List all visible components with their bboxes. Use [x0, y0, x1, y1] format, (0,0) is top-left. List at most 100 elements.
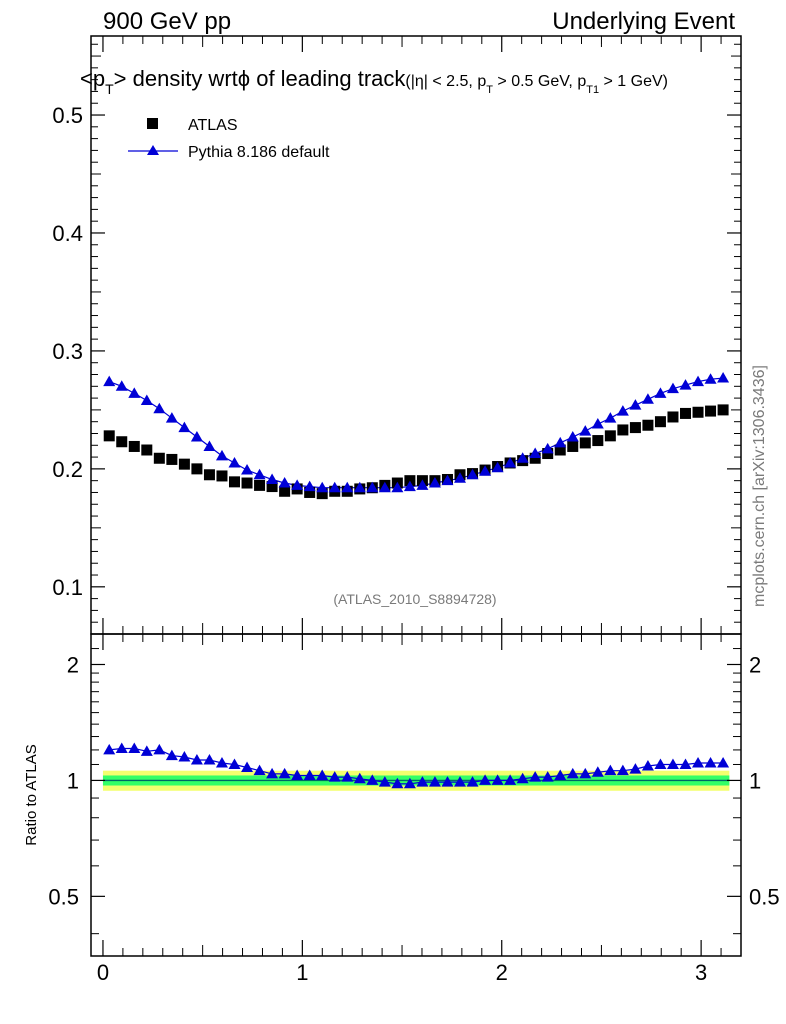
atlas-point	[191, 463, 203, 475]
title-sub: T	[105, 81, 114, 97]
ratio-pythia-point	[341, 771, 354, 782]
atlas-point	[203, 469, 215, 481]
ratio-pythia-point	[579, 767, 592, 779]
ratio-pythia-point	[491, 774, 504, 785]
ratio-pythia-point	[604, 764, 617, 776]
ratio-ytick-label-left: 0.5	[48, 884, 79, 909]
ratio-pythia-point	[566, 767, 579, 779]
atlas-point	[617, 424, 629, 436]
pythia-point	[666, 382, 679, 394]
ratio-pythia-point	[278, 767, 291, 779]
pythia-point	[629, 399, 642, 410]
pythia-point	[579, 425, 592, 436]
pythia-point	[140, 394, 153, 405]
ratio-pythia-point	[303, 769, 316, 780]
main-x-ticks	[102, 36, 722, 634]
title-phi: ϕ	[238, 66, 250, 91]
ratio-pythia-point	[153, 743, 166, 755]
ratio-panel: 0.5 0.5 1 1 2 2 0 1 2 3	[48, 633, 780, 985]
atlas-point	[629, 422, 641, 434]
pythia-point	[128, 387, 141, 398]
pythia-point	[215, 449, 228, 461]
pythia-point	[178, 421, 191, 433]
title-post: > density wrt	[114, 66, 238, 91]
ratio-pythia-point	[403, 777, 416, 789]
pythia-point	[391, 481, 404, 493]
chart-title: <pT> density wrtϕ of leading track(|η| <…	[80, 66, 668, 97]
atlas-point	[141, 444, 153, 456]
atlas-point	[241, 477, 253, 489]
pythia-point	[103, 375, 116, 387]
ratio-pythia-point	[291, 769, 304, 780]
pythia-point	[591, 418, 604, 429]
pythia-point	[253, 468, 266, 480]
title-cuts-sub1: T	[486, 84, 493, 96]
xtick-label: 0	[97, 960, 109, 985]
ratio-pythia-point	[654, 758, 667, 769]
header-right: Underlying Event	[552, 8, 735, 35]
ratio-pythia-point	[466, 776, 479, 787]
legend-pythia-marker	[147, 145, 159, 155]
ratio-pythia-point	[679, 758, 692, 769]
atlas-point	[705, 405, 717, 417]
xtick-label: 2	[496, 960, 508, 985]
pythia-point	[704, 373, 717, 384]
pythia-point	[604, 412, 617, 423]
pythia-point	[616, 405, 629, 416]
title-cuts-a: (|η| < 2.5, p	[405, 73, 486, 90]
pythia-point	[241, 464, 254, 475]
pythia-point	[353, 481, 366, 493]
ratio-y-axis: 0.5 0.5 1 1 2 2	[48, 648, 780, 935]
pythia-point	[504, 456, 517, 468]
ratio-ytick-label-right: 1	[749, 768, 761, 793]
atlas-point	[153, 452, 165, 464]
ratio-pythia-point	[253, 764, 266, 776]
ratio-pythia-point	[704, 756, 717, 768]
pythia-point	[454, 472, 467, 483]
ratio-pythia-point	[266, 767, 279, 779]
ratio-pythia-point	[128, 742, 141, 754]
ratio-pythia-point	[366, 774, 379, 785]
atlas-point	[642, 419, 654, 431]
ratio-pythia-point	[115, 742, 128, 754]
ratio-pythia-point	[140, 745, 153, 756]
pythia-point	[679, 379, 692, 390]
ratio-pythia-point	[479, 774, 492, 785]
main-y-axis: 0.1 0.2 0.3 0.4 0.5	[52, 43, 741, 623]
header-left: 900 GeV pp	[103, 8, 231, 35]
title-cuts-c: > 1 GeV)	[599, 73, 668, 90]
pythia-point	[654, 387, 667, 398]
pythia-point	[291, 479, 304, 490]
main-ytick-label: 0.2	[52, 457, 83, 482]
pythia-point	[641, 393, 654, 404]
ratio-pythia-point	[441, 776, 454, 787]
title-tail: of leading track	[250, 66, 406, 91]
ratio-pythia-point	[328, 771, 341, 782]
ratio-pythia-point	[516, 772, 529, 784]
pythia-point	[203, 440, 216, 451]
atlas-point	[116, 436, 128, 448]
ratio-ytick-label-right: 2	[749, 652, 761, 677]
ratio-pythia-point	[378, 776, 391, 787]
legend: ATLAS Pythia 8.186 default	[128, 117, 330, 161]
ratio-x-axis: 0 1 2 3	[97, 634, 722, 985]
atlas-point	[266, 481, 278, 493]
atlas-point	[604, 430, 616, 442]
atlas-point	[103, 430, 115, 442]
main-ytick-label: 0.3	[52, 339, 83, 364]
pythia-point	[479, 465, 492, 476]
pythia-point	[153, 402, 166, 414]
ratio-pythia-point	[353, 772, 366, 784]
title-cuts-b: > 0.5 GeV, p	[493, 73, 586, 90]
pythia-point	[566, 431, 579, 442]
pythia-point	[341, 481, 354, 493]
pythia-point	[717, 372, 730, 383]
ratio-pythia-point	[554, 769, 567, 780]
ratio-pythia-point	[241, 761, 254, 773]
atlas-point	[529, 452, 541, 464]
ratio-pythia-point	[454, 776, 467, 787]
main-ytick-label: 0.4	[52, 221, 83, 246]
pythia-point	[366, 481, 379, 493]
atlas-point	[592, 435, 604, 447]
atlas-point	[554, 444, 566, 456]
